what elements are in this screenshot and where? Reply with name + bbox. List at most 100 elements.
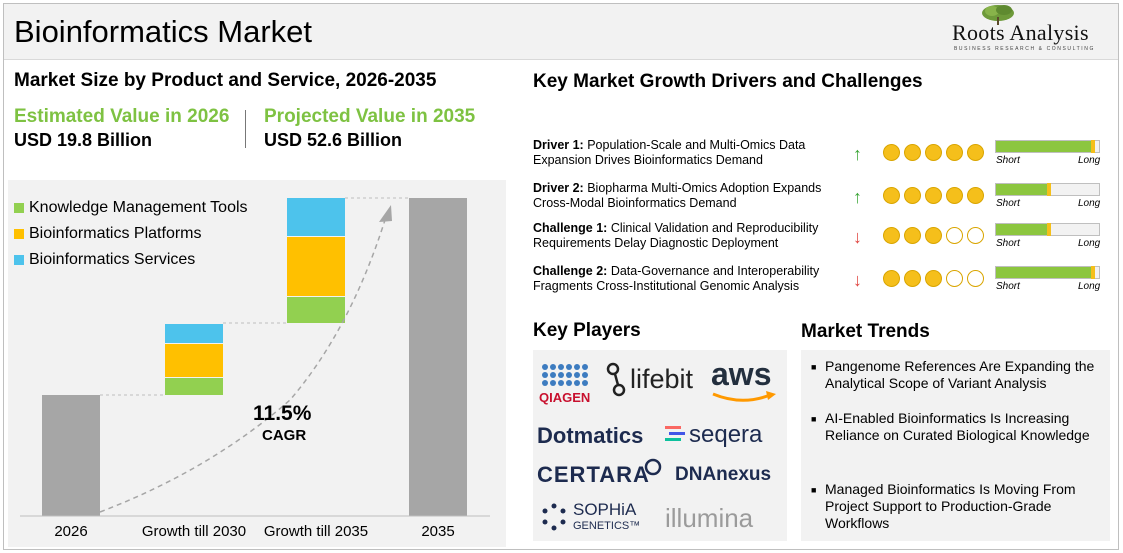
logo-name: Roots Analysis [952, 20, 1089, 45]
rating-dot [904, 187, 921, 204]
rating-dot [967, 270, 984, 287]
rating-dot [967, 187, 984, 204]
drivers-heading: Key Market Growth Drivers and Challenges [533, 71, 923, 92]
logo-tagline: BUSINESS RESEARCH & CONSULTING [954, 46, 1095, 52]
trend-item: Pangenome References Are Expanding the A… [825, 358, 1095, 391]
player-sophia: SOPHiA [573, 500, 637, 519]
short-label: Short [996, 198, 1020, 209]
rating-dot [904, 144, 921, 161]
rating-dot [946, 270, 963, 287]
rating-dots [883, 270, 984, 287]
rating-dot [904, 270, 921, 287]
rating-dot [925, 270, 942, 287]
impact-timeline-bar [995, 266, 1100, 279]
legend-item: Bioinformatics Services [14, 247, 248, 273]
rating-dots [883, 187, 984, 204]
impact-marker [1090, 266, 1095, 279]
rating-dot [883, 144, 900, 161]
trend-item: Managed Bioinformatics Is Moving From Pr… [825, 481, 1076, 531]
player-illumina: illumina [665, 503, 754, 533]
arrow-up-icon: ↑ [853, 144, 862, 164]
driver-tag: Challenge 1: [533, 221, 608, 235]
driver-row: Driver 2: Biopharma Multi-Omics Adoption… [533, 181, 1108, 221]
estimated-label: Estimated Value in 2026 [14, 106, 230, 127]
arrow-up-icon: ↑ [853, 187, 862, 207]
player-dotmatics: Dotmatics [537, 423, 644, 448]
impact-fill [996, 141, 1094, 152]
players-panel: QIAGEN lifebit aws Dotmatics seqera CERT… [533, 350, 787, 541]
player-sophia-genetics: GENETICS™ [573, 520, 641, 532]
certara-ring-icon [644, 458, 662, 476]
players-heading: Key Players [533, 320, 641, 341]
driver-description: Data-Governance and Interoperability Fra… [533, 264, 820, 293]
legend-label: Knowledge Management Tools [29, 199, 248, 216]
short-label: Short [996, 281, 1020, 292]
rating-dot [925, 227, 942, 244]
bar-2035-platforms [287, 237, 345, 296]
bar-2026 [42, 395, 100, 516]
seqera-icon [665, 426, 685, 441]
driver-description: Population-Scale and Multi-Omics Data Ex… [533, 138, 806, 167]
rating-dot [946, 227, 963, 244]
long-label: Long [1078, 155, 1101, 166]
x-tick-label: Growth till 2035 [263, 523, 369, 540]
legend-label: Bioinformatics Platforms [29, 225, 202, 242]
legend-swatch-yellow [14, 229, 24, 239]
bullet-icon: ■ [811, 485, 817, 495]
title-bar [4, 4, 1118, 60]
rating-dot [967, 227, 984, 244]
impact-marker [1090, 140, 1095, 153]
rating-dot [967, 144, 984, 161]
cagr-value: 11.5% [253, 402, 312, 425]
rating-dot [904, 227, 921, 244]
bar-2035 [409, 198, 467, 516]
bar-2030-platforms [165, 344, 223, 377]
lifebit-icon [606, 362, 626, 397]
long-label: Long [1078, 198, 1101, 209]
page-title: Bioinformatics Market [14, 14, 313, 49]
rating-dot [883, 187, 900, 204]
impact-timeline-bar [995, 140, 1100, 153]
driver-tag: Driver 1: [533, 138, 584, 152]
impact-fill [996, 267, 1094, 278]
legend-label: Bioinformatics Services [29, 251, 196, 268]
bullet-icon: ■ [811, 414, 817, 424]
impact-marker [1046, 223, 1051, 236]
bullet-icon: ■ [811, 362, 817, 372]
rating-dots [883, 144, 984, 161]
driver-row: Driver 1: Population-Scale and Multi-Omi… [533, 138, 1108, 178]
trends-heading: Market Trends [801, 321, 930, 342]
cagr-label: CAGR [262, 427, 307, 444]
arrow-down-icon: ↓ [853, 227, 862, 247]
player-aws: aws [711, 356, 772, 392]
legend-item: Knowledge Management Tools [14, 195, 248, 221]
player-lifebit: lifebit [630, 364, 694, 394]
legend-swatch-blue [14, 255, 24, 265]
company-logo: Roots Analysis BUSINESS RESEARCH & CONSU… [948, 5, 1113, 56]
rating-dot [946, 144, 963, 161]
short-label: Short [996, 238, 1020, 249]
impact-marker [1046, 183, 1051, 196]
tree-icon [982, 5, 1014, 25]
driver-text: Driver 1: Population-Scale and Multi-Omi… [533, 138, 848, 168]
qiagen-icon [542, 364, 588, 386]
trends-panel: ■ Pangenome References Are Expanding the… [801, 350, 1110, 541]
player-qiagen: QIAGEN [539, 390, 591, 405]
driver-description: Biopharma Multi-Omics Adoption Expands C… [533, 181, 822, 210]
driver-tag: Driver 2: [533, 181, 584, 195]
bar-2035-services [287, 198, 345, 236]
sophia-icon [542, 503, 566, 531]
bar-2030-services [165, 324, 223, 343]
impact-fill [996, 184, 1050, 195]
legend-item: Bioinformatics Platforms [14, 221, 248, 247]
projected-value: USD 52.6 Billion [264, 130, 403, 150]
x-tick-label: 2035 [421, 523, 455, 540]
trend-item: AI-Enabled Bioinformatics Is Increasing … [825, 410, 1090, 443]
driver-description: Clinical Validation and Reproducibility … [533, 221, 819, 250]
aws-smile-icon [712, 391, 776, 402]
long-label: Long [1078, 281, 1101, 292]
driver-row: Challenge 1: Clinical Validation and Rep… [533, 221, 1108, 261]
arrow-down-icon: ↓ [853, 270, 862, 290]
estimated-value: USD 19.8 Billion [14, 130, 153, 150]
rating-dot [883, 227, 900, 244]
